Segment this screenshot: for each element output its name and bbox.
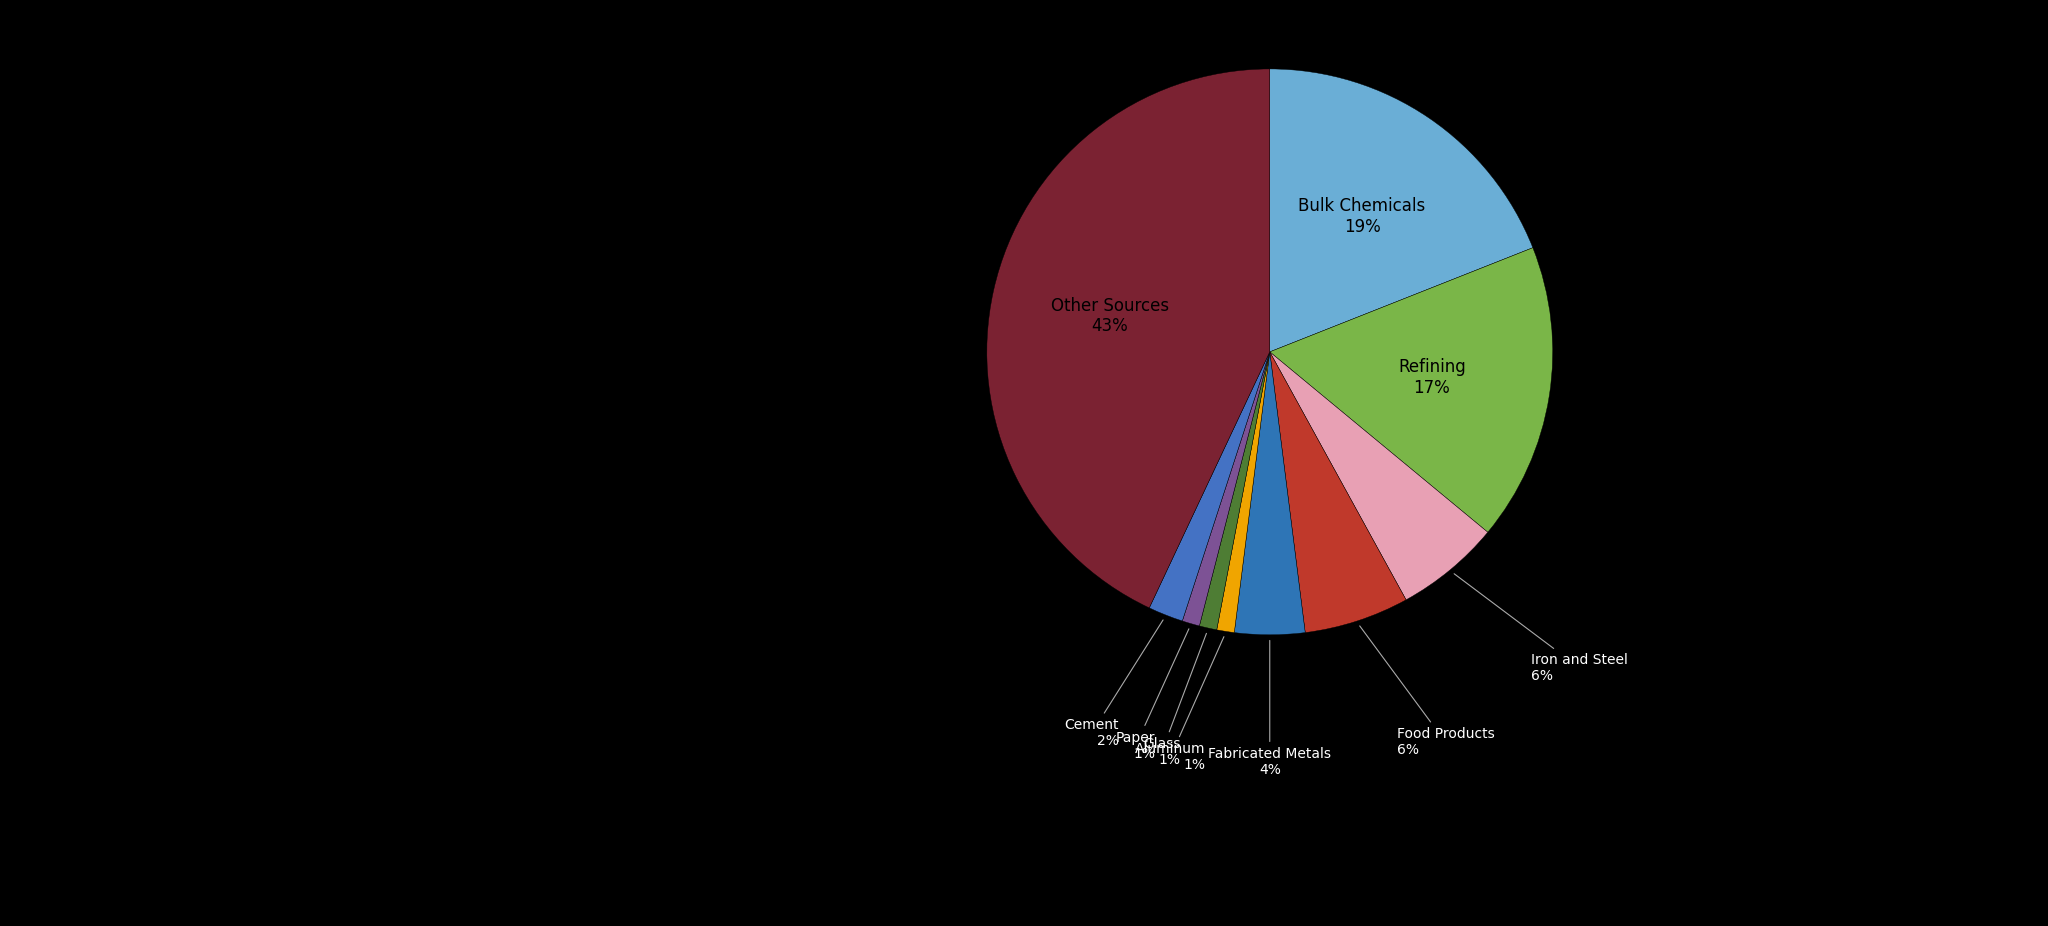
Wedge shape: [1149, 352, 1270, 621]
Text: Bulk Chemicals
19%: Bulk Chemicals 19%: [1298, 196, 1425, 235]
Text: Cement
2%: Cement 2%: [1065, 619, 1163, 748]
Text: Other Sources
43%: Other Sources 43%: [1051, 296, 1169, 335]
Wedge shape: [1270, 248, 1552, 532]
Text: Paper
1%: Paper 1%: [1116, 629, 1190, 761]
Text: Glass
1%: Glass 1%: [1143, 633, 1206, 768]
Wedge shape: [1182, 352, 1270, 626]
Wedge shape: [1235, 352, 1305, 635]
Text: Food Products
6%: Food Products 6%: [1360, 626, 1495, 757]
Wedge shape: [1217, 352, 1270, 632]
Wedge shape: [1270, 352, 1487, 600]
Text: Fabricated Metals
4%: Fabricated Metals 4%: [1208, 641, 1331, 777]
Text: Iron and Steel
6%: Iron and Steel 6%: [1454, 574, 1628, 683]
Text: Aluminum
1%: Aluminum 1%: [1135, 637, 1225, 772]
Wedge shape: [987, 69, 1270, 607]
Wedge shape: [1270, 69, 1532, 352]
Wedge shape: [1200, 352, 1270, 630]
Text: Refining
17%: Refining 17%: [1399, 358, 1466, 397]
Wedge shape: [1270, 352, 1407, 632]
